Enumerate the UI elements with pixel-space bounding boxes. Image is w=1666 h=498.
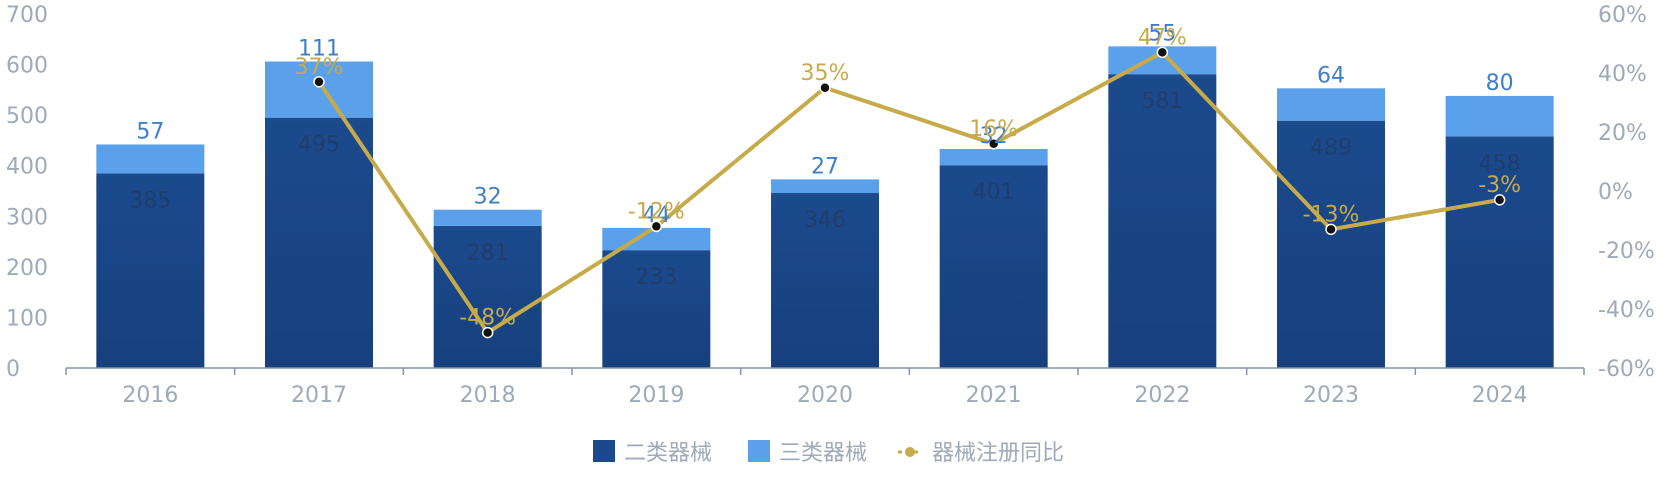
y-right-tick-label: 0% <box>1598 180 1633 205</box>
bar-segment-class3 <box>1445 95 1554 137</box>
label-yoy: 35% <box>801 61 850 86</box>
yoy-point <box>1493 194 1506 206</box>
y-right-tick-label: 60% <box>1598 3 1647 28</box>
label-class3: 57 <box>136 119 164 144</box>
legend-label-yoy: 器械注册同比 <box>932 441 1064 466</box>
label-class2: 495 <box>298 133 340 158</box>
y-axis-left: 0 100 200 300 400 500 600 700 <box>6 3 48 382</box>
bar-segment-class2 <box>602 250 711 368</box>
legend-swatch-class3 <box>748 440 770 462</box>
bar-segment-class2 <box>1277 120 1385 368</box>
label-yoy: -13% <box>1303 202 1360 227</box>
bar-segment-class3 <box>433 209 542 226</box>
yoy-point <box>481 326 494 339</box>
yoy-point <box>1156 46 1169 59</box>
label-yoy: -12% <box>628 199 685 224</box>
x-tick-label: 2016 <box>122 383 178 408</box>
label-class3: 64 <box>1317 63 1345 88</box>
x-tick-label: 2019 <box>628 383 684 408</box>
legend-marker-yoy <box>905 447 915 457</box>
label-yoy: -48% <box>459 306 516 331</box>
x-tick-label: 2023 <box>1303 383 1359 408</box>
label-class2: 281 <box>467 241 509 266</box>
bars <box>96 46 1554 369</box>
y-left-tick-label: 600 <box>6 54 48 79</box>
label-class3: 44 <box>642 203 670 228</box>
x-tick-label: 2018 <box>460 383 516 408</box>
y-left-tick-label: 300 <box>6 205 48 230</box>
y-left-tick-label: 700 <box>6 3 48 28</box>
x-tick-label: 2020 <box>797 383 853 408</box>
yoy-line <box>313 46 1506 339</box>
label-class3: 32 <box>980 124 1008 149</box>
label-yoy: 16% <box>969 117 1018 142</box>
label-class3: 27 <box>811 154 839 179</box>
bar-segment-class2 <box>1108 74 1217 369</box>
label-class2: 385 <box>129 188 171 213</box>
yoy-line-path <box>317 50 1501 335</box>
label-class2: 233 <box>635 265 677 290</box>
legend-label-class3: 三类器械 <box>779 441 867 466</box>
label-class2: 346 <box>804 208 846 233</box>
bar-segment-class3 <box>771 179 879 194</box>
bar-segment-class2 <box>1445 136 1554 368</box>
label-class2: 489 <box>1310 136 1352 161</box>
y-left-tick-label: 400 <box>6 155 48 180</box>
label-yoy: 37% <box>295 55 344 80</box>
label-yoy: -3% <box>1478 173 1521 198</box>
y-left-tick-label: 500 <box>6 104 48 129</box>
y-left-tick-label: 200 <box>6 256 48 281</box>
y-left-tick-label: 100 <box>6 306 48 331</box>
y-right-tick-label: 20% <box>1598 121 1647 146</box>
yoy-point <box>313 76 325 88</box>
y-left-tick-label: 0 <box>6 357 20 382</box>
yoy-point <box>987 138 1000 150</box>
legend: 二类器械 三类器械 器械注册同比 <box>593 440 1064 466</box>
legend-swatch-class2 <box>593 440 615 462</box>
yoy-point <box>1325 223 1337 236</box>
label-class2: 458 <box>1479 151 1521 176</box>
bar-segment-class2 <box>265 117 373 369</box>
x-axis: 2016 2017 2018 2019 2020 2021 2022 2023 2024 <box>65 367 1585 408</box>
legend-label-class2: 二类器械 <box>624 441 712 466</box>
y-right-tick-label: -60% <box>1598 357 1655 382</box>
bar-segment-class2 <box>939 165 1048 368</box>
bar-segment-class2 <box>433 225 542 368</box>
bar-segment-class3 <box>939 149 1048 166</box>
label-class2: 581 <box>1141 89 1183 114</box>
label-class3: 55 <box>1148 21 1176 46</box>
x-tick-label: 2017 <box>291 383 347 408</box>
y-right-tick-label: 40% <box>1598 62 1647 87</box>
bar-segment-class3 <box>265 61 373 118</box>
y-axis-right: -60% -40% -20% 0% 20% 40% 60% <box>1598 3 1655 382</box>
bar-segment-class2 <box>771 193 879 368</box>
bar-segment-class3 <box>96 144 205 174</box>
x-tick-label: 2024 <box>1472 383 1528 408</box>
y-right-tick-label: -20% <box>1598 239 1655 264</box>
yoy-point <box>819 82 831 94</box>
x-tick-label: 2021 <box>966 383 1022 408</box>
bar-segment-class2 <box>96 173 205 368</box>
label-class3: 32 <box>474 185 502 210</box>
bar-segment-class3 <box>1277 88 1385 121</box>
label-class3: 111 <box>298 37 340 62</box>
label-class3: 80 <box>1486 71 1514 96</box>
x-tick-label: 2022 <box>1134 383 1190 408</box>
label-class2: 401 <box>973 180 1015 205</box>
y-right-tick-label: -40% <box>1598 298 1655 323</box>
label-yoy: 47% <box>1138 25 1187 50</box>
yoy-point <box>650 220 663 233</box>
